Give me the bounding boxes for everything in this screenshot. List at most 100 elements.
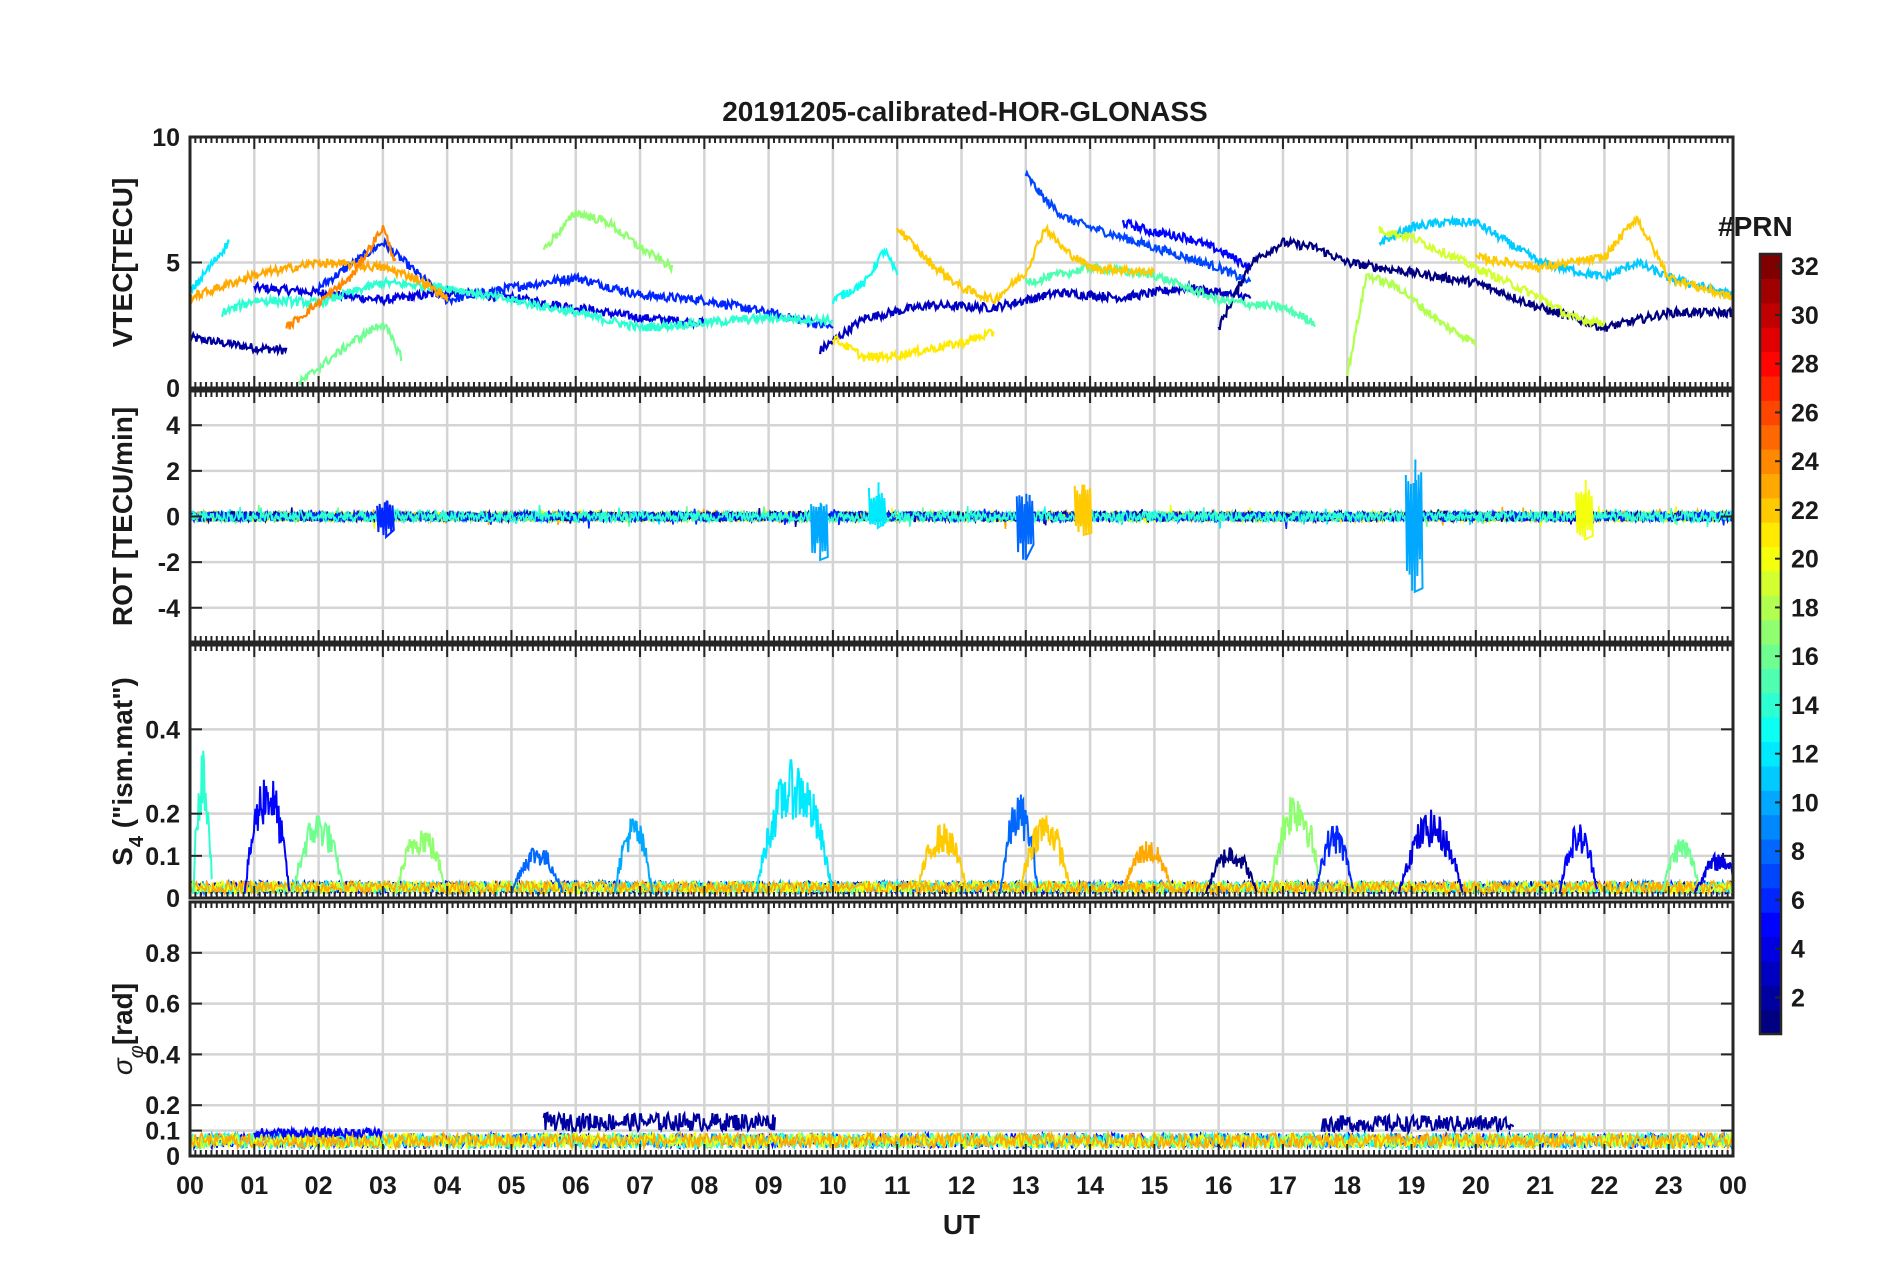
colorbar-segment — [1760, 765, 1781, 791]
vtec-series-prn-22 — [1474, 215, 1733, 301]
colorbar-tick-label: 12 — [1791, 741, 1819, 769]
y-tick-label: -4 — [158, 595, 180, 623]
x-tick-label: 06 — [562, 1172, 590, 1200]
x-tick-label: 18 — [1333, 1172, 1361, 1200]
vtec-series-prn-23 — [190, 258, 449, 305]
y-tick-label: 2 — [166, 458, 180, 486]
colorbar-tick-label: 22 — [1791, 497, 1819, 525]
x-tick-label: 15 — [1140, 1172, 1168, 1200]
colorbar-segment — [1760, 936, 1781, 962]
y-axis-label: VTEC[TECU] — [107, 178, 138, 348]
x-tick-label: 21 — [1526, 1172, 1554, 1200]
y-axis-label: S4 ("ism.mat") — [107, 677, 148, 866]
s4-event-prn-8 — [510, 847, 564, 895]
vtec-series-prn-1 — [1217, 235, 1733, 333]
s4-event-prn-23 — [1121, 841, 1175, 895]
rot-spike — [1015, 493, 1035, 561]
x-tick-label: 00 — [1719, 1172, 1747, 1200]
y-tick-label: 0.4 — [145, 1041, 180, 1069]
colorbar-segment — [1760, 375, 1781, 401]
colorbar-segment — [1760, 449, 1781, 474]
colorbar-tick-label: 18 — [1791, 594, 1819, 622]
x-tick-label: 16 — [1205, 1172, 1233, 1200]
colorbar-tick-label: 6 — [1791, 887, 1805, 915]
series-group — [190, 459, 1733, 594]
colorbar-tick-label: 10 — [1791, 789, 1819, 817]
colorbar-tick-label: 24 — [1791, 448, 1819, 476]
s4-event-prn-10 — [613, 817, 654, 894]
rot-series-prn-14 — [190, 504, 1733, 527]
x-tick-label: 13 — [1012, 1172, 1040, 1200]
x-tick-label: 05 — [498, 1172, 526, 1200]
x-tick-label: 11 — [884, 1172, 911, 1200]
colorbar-label: #PRN — [1718, 211, 1793, 242]
s4-event-prn-4 — [1693, 850, 1733, 895]
vtec-series-prn-17 — [542, 208, 674, 275]
y-tick-label: 5 — [166, 250, 180, 278]
colorbar-segment — [1760, 400, 1781, 426]
vtec-series-prn-21 — [831, 327, 995, 365]
colorbar-segment — [1760, 985, 1781, 1011]
y-axis-label: ROT [TECU/min] — [107, 407, 138, 626]
colorbar-segment — [1760, 619, 1781, 645]
x-tick-label: 08 — [690, 1172, 718, 1200]
vtec-series-prn-16 — [298, 321, 403, 386]
y-tick-label: 0.6 — [145, 991, 180, 1019]
colorbar-tick-label: 4 — [1791, 936, 1805, 964]
colorbar-segment — [1760, 839, 1781, 864]
colorbar-tick-label: 20 — [1791, 546, 1819, 574]
y-tick-label: 0.8 — [145, 940, 180, 968]
colorbar-segment — [1760, 351, 1781, 377]
panel-vtec: 0 5 10 VTEC[TECU] — [107, 124, 1735, 403]
s4-event-prn-4 — [1397, 809, 1464, 895]
colorbar-segment — [1760, 302, 1781, 328]
vtec-series-prn-22 — [896, 223, 1155, 304]
x-axis-label: UT — [943, 1209, 980, 1240]
colorbar-segment — [1760, 595, 1781, 621]
y-axis-label: σφ[rad] — [107, 983, 148, 1075]
colorbar-segment — [1760, 863, 1781, 889]
y-tick-label: 0 — [166, 504, 180, 532]
panel-s4: 0 0.1 0.2 0.4S4 ("ism.mat") — [107, 643, 1735, 913]
colorbar-segment — [1760, 887, 1781, 913]
colorbar-segment — [1760, 1009, 1781, 1035]
x-tick-label: 00 — [176, 1172, 204, 1200]
colorbar-segment — [1760, 473, 1781, 499]
colorbar-segment — [1760, 522, 1781, 548]
vtec-series-prn-19 — [1378, 225, 1606, 330]
vtec-series-prn-13 — [831, 246, 899, 305]
colorbar-segment — [1760, 912, 1781, 938]
x-tick-label: 12 — [948, 1172, 976, 1200]
colorbar-segment — [1760, 814, 1781, 840]
vtec-series-prn-12 — [190, 239, 230, 295]
colorbar-segment — [1760, 960, 1781, 986]
colorbar-tick-label: 32 — [1791, 253, 1819, 281]
colorbar-segment — [1760, 278, 1781, 304]
vtec-series-prn-24 — [285, 225, 397, 330]
s4-event-prn-6 — [1314, 825, 1354, 895]
x-tick-label: 23 — [1655, 1172, 1683, 1200]
y-tick-label: 0.1 — [145, 843, 180, 871]
s4-event-prn-17 — [1269, 797, 1322, 894]
y-tick-label: 0 — [166, 885, 180, 913]
colorbar-segment — [1760, 668, 1781, 694]
vtec-series-prn-6 — [317, 236, 834, 330]
y-tick-label: 0 — [166, 375, 180, 403]
s4-event-prn-16 — [1661, 839, 1702, 894]
vtec-series-prn-3 — [819, 279, 1252, 355]
colorbar-tick-label: 26 — [1791, 399, 1819, 427]
panel-sigma: 00.10.2 0.4 0.6 0.8 σφ[rad] 00 01 02 03 04 05 06 07 0… — [107, 900, 1747, 1240]
y-tick-label: -2 — [158, 549, 180, 577]
s4-event-prn-22 — [915, 823, 969, 895]
rot-spike — [376, 500, 395, 540]
x-tick-label: 01 — [240, 1172, 268, 1200]
x-tick-label: 10 — [819, 1172, 847, 1200]
x-tick-label: 02 — [305, 1172, 333, 1200]
colorbar-segment — [1760, 717, 1781, 743]
x-tick-label: 14 — [1076, 1172, 1104, 1200]
vtec-series-prn-18 — [1346, 271, 1477, 377]
y-tick-label: 0.4 — [145, 716, 180, 744]
y-tick-label: 4 — [166, 412, 180, 440]
